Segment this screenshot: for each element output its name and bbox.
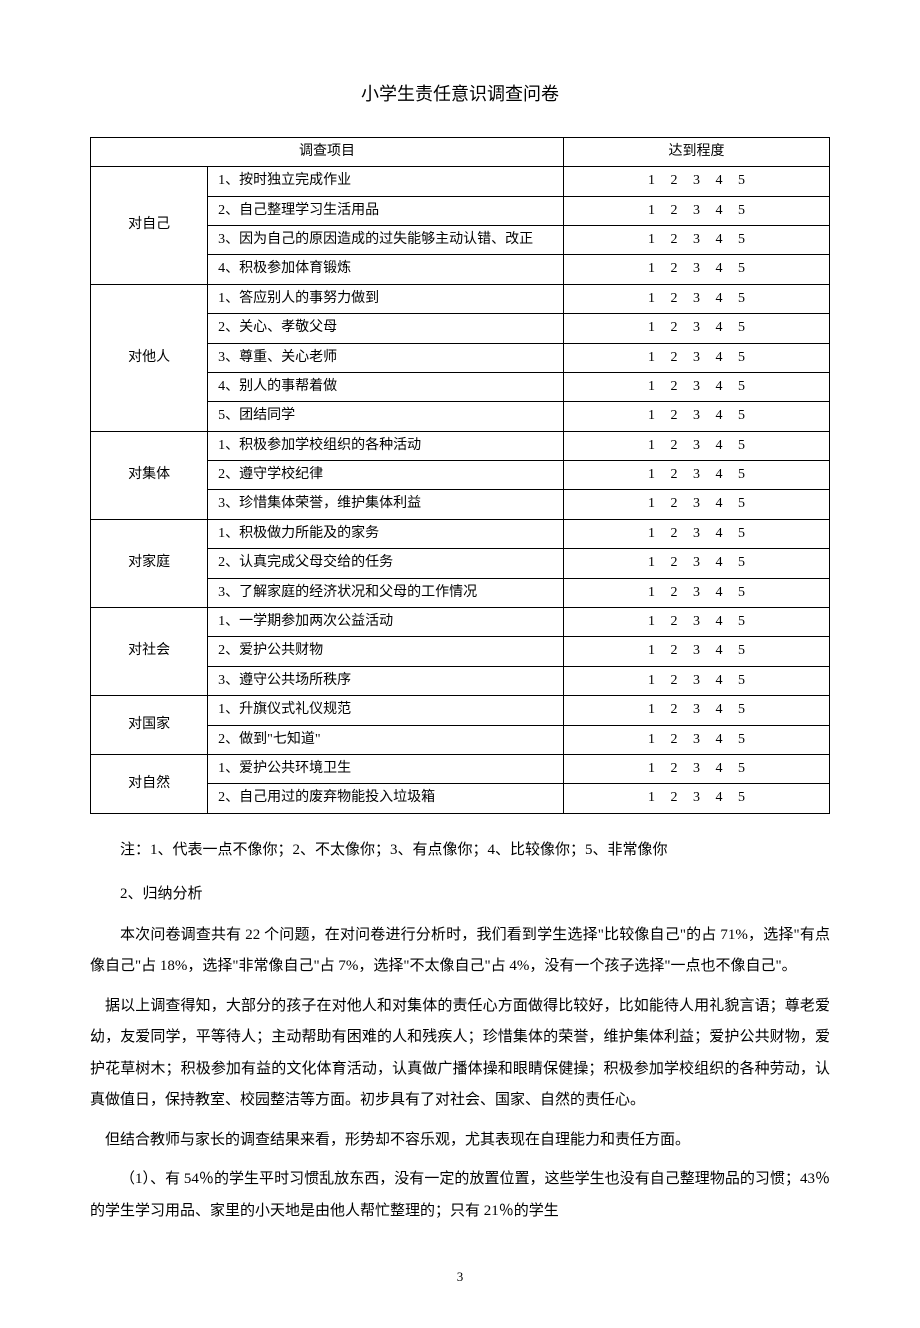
category-cell: 对自己 [91, 167, 208, 285]
header-project: 调查项目 [91, 137, 564, 166]
degree-cell: 1 2 3 4 5 [563, 755, 829, 784]
degree-cell: 1 2 3 4 5 [563, 696, 829, 725]
degree-cell: 1 2 3 4 5 [563, 784, 829, 813]
item-cell: 1、爱护公共环境卫生 [208, 755, 564, 784]
degree-cell: 1 2 3 4 5 [563, 255, 829, 284]
paragraph-4: （1）、有 54％的学生平时习惯乱放东西，没有一定的放置位置，这些学生也没有自己… [90, 1164, 830, 1227]
item-cell: 1、积极参加学校组织的各种活动 [208, 431, 564, 460]
scale-note: 注：1、代表一点不像你；2、不太像你；3、有点像你；4、比较像你；5、非常像你 [90, 838, 830, 862]
paragraph-3: 但结合教师与家长的调查结果来看，形势却不容乐观，尤其表现在自理能力和责任方面。 [90, 1125, 830, 1157]
item-cell: 1、一学期参加两次公益活动 [208, 608, 564, 637]
item-cell: 2、爱护公共财物 [208, 637, 564, 666]
degree-cell: 1 2 3 4 5 [563, 637, 829, 666]
item-cell: 2、自己整理学习生活用品 [208, 196, 564, 225]
item-cell: 3、遵守公共场所秩序 [208, 666, 564, 695]
item-cell: 2、遵守学校纪律 [208, 461, 564, 490]
category-cell: 对自然 [91, 755, 208, 814]
item-cell: 1、按时独立完成作业 [208, 167, 564, 196]
degree-cell: 1 2 3 4 5 [563, 431, 829, 460]
category-cell: 对他人 [91, 284, 208, 431]
item-cell: 2、关心、孝敬父母 [208, 314, 564, 343]
header-degree: 达到程度 [563, 137, 829, 166]
degree-cell: 1 2 3 4 5 [563, 608, 829, 637]
degree-cell: 1 2 3 4 5 [563, 549, 829, 578]
category-cell: 对集体 [91, 431, 208, 519]
item-cell: 1、积极做力所能及的家务 [208, 519, 564, 548]
table-row: 对自然1、爱护公共环境卫生1 2 3 4 5 [91, 755, 830, 784]
survey-table: 调查项目 达到程度 对自己1、按时独立完成作业1 2 3 4 52、自己整理学习… [90, 137, 830, 814]
degree-cell: 1 2 3 4 5 [563, 402, 829, 431]
item-cell: 1、升旗仪式礼仪规范 [208, 696, 564, 725]
item-cell: 3、了解家庭的经济状况和父母的工作情况 [208, 578, 564, 607]
item-cell: 2、自己用过的废弃物能投入垃圾箱 [208, 784, 564, 813]
degree-cell: 1 2 3 4 5 [563, 314, 829, 343]
item-cell: 2、认真完成父母交给的任务 [208, 549, 564, 578]
item-cell: 3、尊重、关心老师 [208, 343, 564, 372]
page-number: 3 [90, 1267, 830, 1288]
item-cell: 3、珍惜集体荣誉，维护集体利益 [208, 490, 564, 519]
item-cell: 4、别人的事帮着做 [208, 372, 564, 401]
table-row: 对集体1、积极参加学校组织的各种活动1 2 3 4 5 [91, 431, 830, 460]
paragraph-1: 本次问卷调查共有 22 个问题，在对问卷进行分析时，我们看到学生选择"比较像自己… [90, 920, 830, 983]
degree-cell: 1 2 3 4 5 [563, 666, 829, 695]
table-row: 对国家1、升旗仪式礼仪规范1 2 3 4 5 [91, 696, 830, 725]
degree-cell: 1 2 3 4 5 [563, 725, 829, 754]
degree-cell: 1 2 3 4 5 [563, 490, 829, 519]
item-cell: 3、因为自己的原因造成的过失能够主动认错、改正 [208, 225, 564, 254]
degree-cell: 1 2 3 4 5 [563, 196, 829, 225]
degree-cell: 1 2 3 4 5 [563, 343, 829, 372]
page-title: 小学生责任意识调查问卷 [90, 80, 830, 109]
table-row: 对他人1、答应别人的事努力做到1 2 3 4 5 [91, 284, 830, 313]
degree-cell: 1 2 3 4 5 [563, 578, 829, 607]
table-row: 对社会1、一学期参加两次公益活动1 2 3 4 5 [91, 608, 830, 637]
table-header-row: 调查项目 达到程度 [91, 137, 830, 166]
category-cell: 对国家 [91, 696, 208, 755]
category-cell: 对家庭 [91, 519, 208, 607]
item-cell: 5、团结同学 [208, 402, 564, 431]
degree-cell: 1 2 3 4 5 [563, 461, 829, 490]
category-cell: 对社会 [91, 608, 208, 696]
degree-cell: 1 2 3 4 5 [563, 372, 829, 401]
item-cell: 2、做到"七知道" [208, 725, 564, 754]
degree-cell: 1 2 3 4 5 [563, 167, 829, 196]
degree-cell: 1 2 3 4 5 [563, 284, 829, 313]
degree-cell: 1 2 3 4 5 [563, 519, 829, 548]
item-cell: 4、积极参加体育锻炼 [208, 255, 564, 284]
item-cell: 1、答应别人的事努力做到 [208, 284, 564, 313]
table-row: 对家庭1、积极做力所能及的家务1 2 3 4 5 [91, 519, 830, 548]
table-row: 对自己1、按时独立完成作业1 2 3 4 5 [91, 167, 830, 196]
paragraph-2: 据以上调查得知，大部分的孩子在对他人和对集体的责任心方面做得比较好，比如能待人用… [90, 991, 830, 1117]
section-heading: 2、归纳分析 [90, 882, 830, 906]
degree-cell: 1 2 3 4 5 [563, 225, 829, 254]
